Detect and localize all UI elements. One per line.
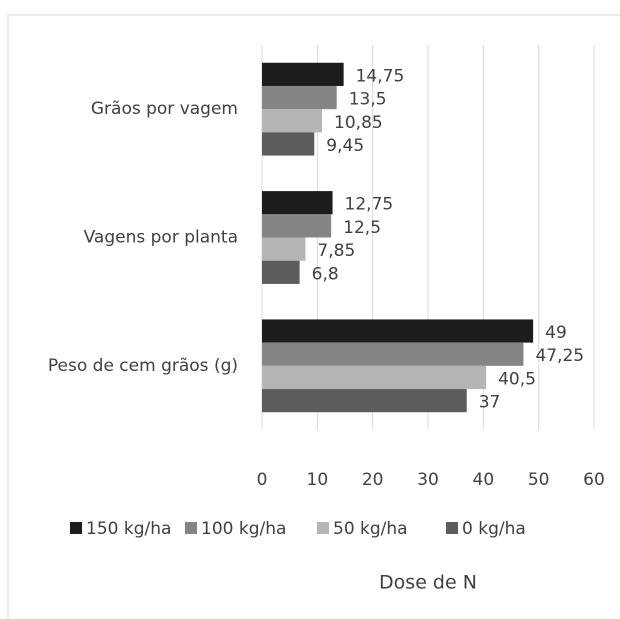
legend-swatch xyxy=(185,522,197,534)
bar xyxy=(262,85,337,110)
data-label: 10,85 xyxy=(334,113,383,133)
data-label: 37 xyxy=(479,393,501,413)
bar xyxy=(262,365,487,390)
bar xyxy=(262,191,333,215)
bar xyxy=(262,319,534,343)
y-tick-label: Grãos por vagem xyxy=(91,99,238,119)
bar xyxy=(262,62,344,86)
data-label: 6,8 xyxy=(312,264,339,284)
data-label: 40,5 xyxy=(498,369,536,389)
x-tick-label: 40 xyxy=(473,470,495,490)
legend-swatch xyxy=(70,522,82,534)
data-label: 12,5 xyxy=(343,218,381,238)
bar xyxy=(262,237,306,261)
x-tick-label: 50 xyxy=(528,470,550,490)
x-tick-label: 30 xyxy=(417,470,439,490)
y-tick-label: Peso de cem grãos (g) xyxy=(48,356,238,376)
bar xyxy=(262,109,323,133)
bar xyxy=(262,342,524,366)
data-label: 7,85 xyxy=(317,241,355,261)
x-tick-label: 60 xyxy=(583,470,605,490)
bar xyxy=(262,389,467,413)
legend-swatch xyxy=(446,522,458,534)
data-label: 47,25 xyxy=(535,346,584,366)
x-axis-label: Dose de N xyxy=(379,572,477,594)
bar xyxy=(262,214,332,238)
data-label: 12,75 xyxy=(345,195,394,215)
data-label: 14,75 xyxy=(356,66,405,86)
bar xyxy=(262,132,315,156)
data-label: 49 xyxy=(545,323,567,343)
x-tick-label: 10 xyxy=(307,470,329,490)
data-label: 9,45 xyxy=(326,136,364,156)
chart-border xyxy=(7,14,620,619)
x-tick-label: 20 xyxy=(362,470,384,490)
bar xyxy=(262,260,300,284)
data-label: 13,5 xyxy=(349,90,387,110)
legend-label: 50 kg/ha xyxy=(333,519,408,539)
legend-label: 0 kg/ha xyxy=(462,519,526,539)
legend-label: 150 kg/ha xyxy=(86,519,171,539)
legend-label: 100 kg/ha xyxy=(201,519,286,539)
x-tick-label: 0 xyxy=(257,470,268,490)
y-tick-label: Vagens por planta xyxy=(84,228,238,248)
legend-swatch xyxy=(317,522,329,534)
